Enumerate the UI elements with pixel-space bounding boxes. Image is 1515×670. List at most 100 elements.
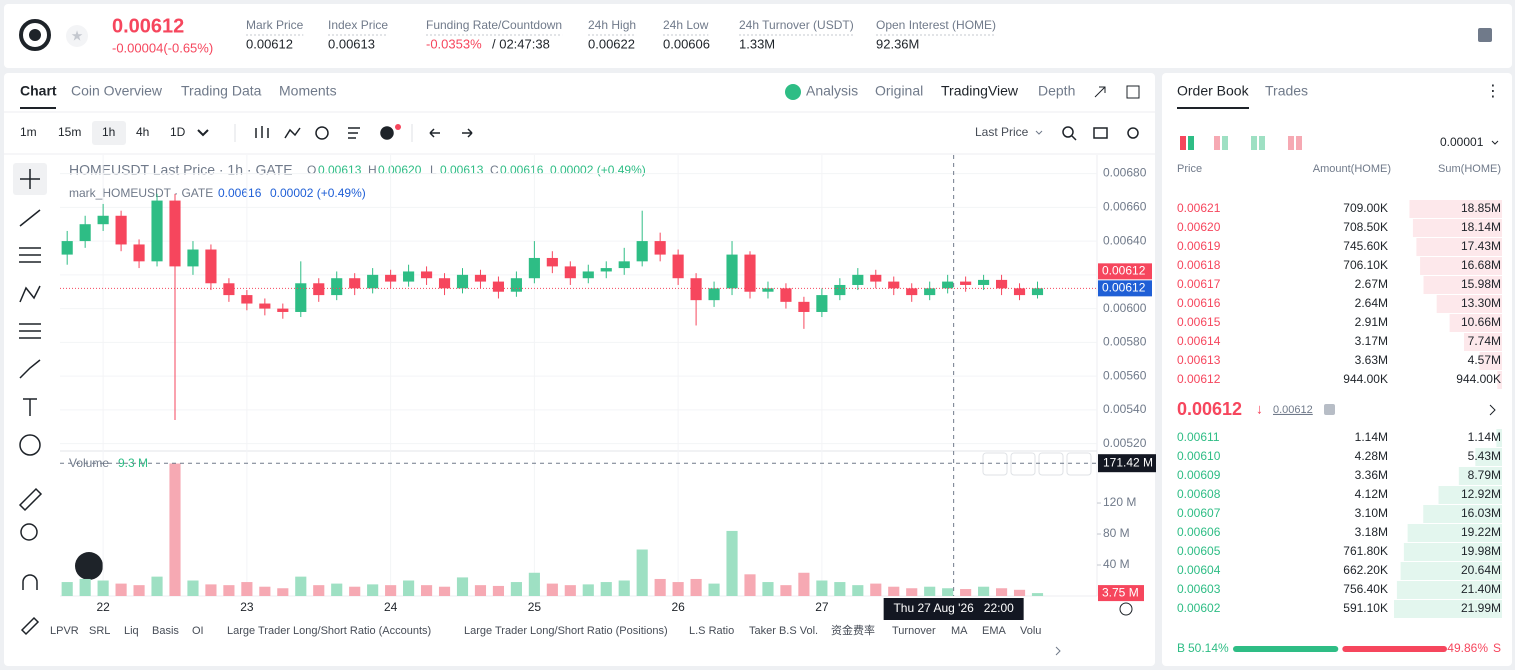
expand-icon[interactable] [1094,86,1106,98]
candle-body [816,295,828,312]
indicator[interactable]: Basis [152,625,179,637]
indicator[interactable]: Liq [124,625,139,637]
ob-tab[interactable]: Trades [1265,83,1308,99]
view-tab[interactable]: Original [875,83,923,99]
ob-price: 0.00605 [1177,544,1221,558]
ob-sum: 19.98M [1461,544,1501,558]
candle-body [510,278,522,292]
candle-body [1013,288,1026,296]
candle-body [187,249,199,267]
volume-bar [169,463,181,596]
candle-body [906,288,918,296]
stat-label: Funding Rate/Countdown [426,18,562,32]
interval[interactable]: 15m [58,125,81,139]
indicator[interactable]: EMA [982,625,1007,637]
candle-body [97,215,109,225]
indicator[interactable]: MA [951,625,968,637]
interval[interactable]: 1D [170,125,186,139]
ob-price: 0.00619 [1177,239,1221,253]
stat-value: 0.00612 [246,36,293,51]
legend-key: L [430,163,437,177]
price-type[interactable]: Last Price [975,125,1029,139]
coin-logo-core [29,29,41,41]
ob-tab[interactable]: Order Book [1177,83,1250,99]
active-interval-bg [92,121,126,145]
indicator[interactable]: Large Trader Long/Short Ratio (Accounts) [227,625,431,637]
axis-settings-icon[interactable] [1119,602,1133,616]
indicator[interactable]: LPVR [50,625,79,637]
indicator-scroll[interactable] [1055,646,1061,656]
sell-label: S [1493,641,1501,655]
indicator[interactable]: OI [192,625,204,637]
volume-bar [942,588,954,596]
price-type-dropdown[interactable] [1035,130,1043,135]
stat-value: 1.33M [739,36,775,51]
interval[interactable]: 1h [102,125,115,139]
candle-body [852,274,864,285]
ob-amount: 708.50K [1343,220,1388,234]
ob-price: 0.00608 [1177,487,1221,501]
candle-body [798,301,810,312]
more-icon[interactable]: ⋮ [1485,83,1501,100]
candle-body [870,274,882,282]
chart-tab[interactable]: Trading Data [181,83,262,99]
y-tick-label: 0.00680 [1103,166,1147,180]
view-tab[interactable]: Depth [1038,83,1075,99]
candle-body [618,261,630,269]
volume-bar [708,583,720,596]
favorite-button[interactable] [66,25,88,47]
indicator[interactable]: 资金费率 [831,623,875,637]
window-icon[interactable] [1126,85,1140,99]
precision-dropdown[interactable] [1491,140,1499,145]
chart-tab[interactable]: Coin Overview [71,83,163,99]
indicator[interactable]: L.S Ratio [689,625,734,637]
indicator[interactable]: Turnover [892,625,936,637]
chart-tab[interactable]: Moments [279,83,337,99]
volume-bar [349,586,361,596]
ob-precision[interactable]: 0.00001 [1440,135,1484,149]
candle-body [349,278,361,289]
indicator[interactable]: Taker B.S Vol. [749,625,818,637]
volume-bar [978,586,990,596]
view-tab[interactable]: TradingView [941,83,1019,99]
ob-col: Sum(HOME) [1438,163,1501,175]
ob-col: Price [1177,163,1202,175]
volume-tick-label: 80 M [1103,526,1130,540]
x-tick-label: 26 [671,600,685,614]
y-tick-label: 0.00660 [1103,199,1147,213]
indicator[interactable]: Volu [1020,625,1041,637]
depth-bar [1416,238,1502,256]
chart-tab[interactable]: Chart [20,83,57,99]
indicator[interactable]: Large Trader Long/Short Ratio (Positions… [464,625,668,637]
candle-body [438,278,451,289]
legend-value: 0.00613 [318,163,362,177]
candle-body [241,295,253,304]
stat-value: 92.36M [876,36,919,51]
mid-arrow[interactable] [1489,404,1496,416]
star-icon: ★ [71,28,84,44]
volume-bar [510,582,522,596]
volume-bar [564,585,576,596]
volume-bar [906,588,918,596]
settings-icon[interactable] [1478,28,1492,42]
ob-amount: 944.00K [1343,372,1388,386]
interval[interactable]: 4h [136,125,149,139]
view-tab[interactable]: Analysis [806,83,858,99]
volume-bar [187,580,199,596]
legend-value: 0.00616 [500,163,544,177]
ob-sum: 18.14M [1461,220,1501,234]
volume-bar [403,580,415,596]
indicator[interactable]: SRL [89,625,110,637]
interval[interactable]: 1m [20,125,37,139]
ob-price: 0.00615 [1177,315,1221,329]
depth-bar [1496,429,1502,447]
volume-bar [995,588,1008,596]
volume-bar [870,583,882,596]
ob-price: 0.00614 [1177,334,1221,348]
ob-price: 0.00616 [1177,296,1221,310]
interval-dropdown[interactable] [197,129,209,137]
candle-body [762,288,774,292]
notification-dot [395,124,401,130]
pane-controls [982,452,1092,476]
volume-bar [780,585,792,596]
